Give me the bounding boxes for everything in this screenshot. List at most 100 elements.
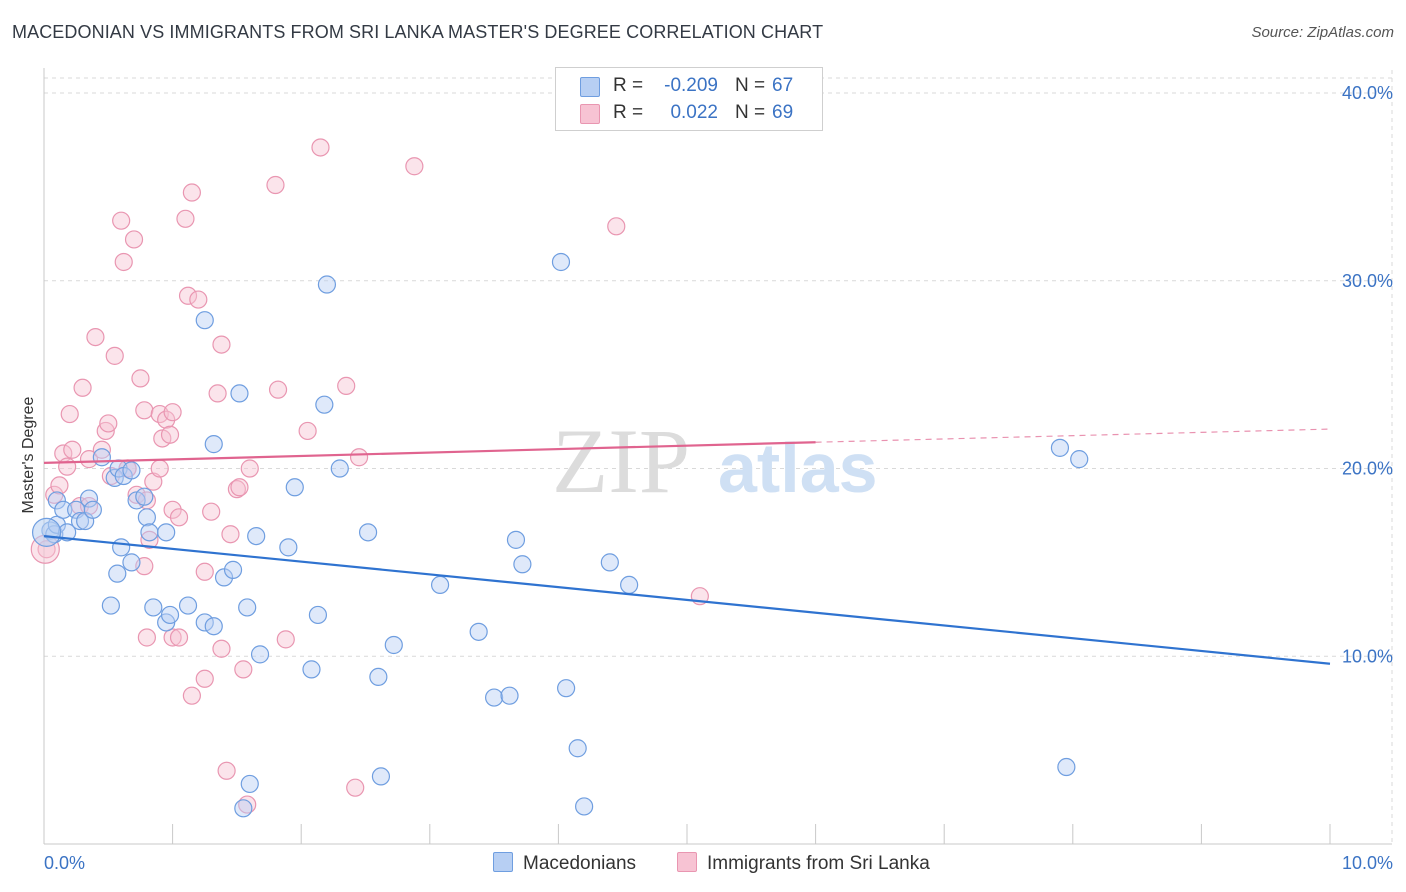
bottom-legend-swatch-blue	[493, 852, 513, 872]
point-sri-lanka	[337, 376, 356, 396]
point-sri-lanka	[131, 369, 150, 388]
legend-r-value: 0.022	[670, 102, 718, 123]
series-macedonians-points	[31, 252, 1089, 818]
point-macedonians	[557, 679, 576, 698]
point-macedonians	[317, 275, 337, 294]
bottom-legend-label: Macedonians	[523, 853, 637, 874]
point-macedonians	[157, 523, 176, 542]
point-sri-lanka	[311, 138, 330, 157]
point-sri-lanka	[195, 669, 214, 688]
point-macedonians	[279, 538, 298, 557]
point-macedonians	[160, 605, 180, 625]
point-macedonians	[384, 635, 403, 655]
point-macedonians	[1057, 757, 1076, 777]
point-macedonians	[122, 461, 141, 480]
watermark: ZIP atlas	[552, 410, 878, 512]
trend-line-macedonians	[43, 535, 1331, 665]
point-sri-lanka	[140, 530, 159, 549]
point-sri-lanka	[230, 478, 249, 497]
point-sri-lanka	[86, 327, 105, 347]
point-macedonians	[330, 459, 349, 478]
point-macedonians	[195, 613, 214, 632]
point-sri-lanka	[63, 440, 82, 459]
bottom-legend-macedonians: Macedonians	[493, 852, 636, 875]
point-macedonians	[137, 508, 156, 527]
point-macedonians	[238, 598, 257, 617]
point-macedonians	[92, 448, 111, 467]
legend-r-label: R =	[613, 75, 644, 96]
point-sri-lanka	[105, 346, 124, 365]
point-sri-lanka	[227, 480, 246, 499]
point-macedonians	[135, 487, 154, 506]
bottom-legend-swatch-pink	[677, 852, 697, 872]
point-macedonians	[568, 739, 587, 758]
watermark-zip: ZIP	[552, 410, 690, 512]
correlation-legend: R = -0.209 N = 67 R = 0.022 N = 69	[555, 67, 823, 131]
point-macedonians	[506, 530, 526, 549]
point-macedonians	[101, 596, 120, 615]
point-sri-lanka	[349, 448, 369, 467]
point-sri-lanka	[73, 378, 92, 397]
point-macedonians	[469, 622, 488, 641]
point-macedonians	[122, 553, 141, 572]
point-macedonians-cluster	[31, 517, 62, 547]
point-macedonians	[513, 555, 532, 574]
tick-labels: 10.0% 20.0% 30.0% 40.0% 0.0% 10.0%	[44, 83, 1393, 873]
point-sri-lanka	[135, 401, 154, 420]
point-sri-lanka	[212, 335, 231, 354]
point-macedonians	[250, 645, 270, 664]
point-macedonians	[234, 799, 253, 818]
point-sri-lanka	[137, 628, 156, 647]
point-macedonians	[575, 797, 594, 816]
point-sri-lanka	[112, 211, 131, 230]
point-macedonians	[1050, 438, 1070, 457]
point-sri-lanka	[99, 414, 118, 433]
y-tick-label: 20.0%	[1342, 459, 1393, 479]
point-macedonians	[315, 395, 334, 414]
y-tick-label: 10.0%	[1342, 646, 1393, 666]
point-macedonians	[500, 686, 519, 705]
point-macedonians	[358, 523, 378, 542]
point-sri-lanka	[212, 639, 231, 658]
x-tick-label: 10.0%	[1342, 853, 1393, 873]
legend-r-label: R =	[613, 102, 644, 123]
point-sri-lanka	[169, 508, 189, 527]
grid-lines	[44, 70, 1393, 844]
point-macedonians	[1070, 450, 1089, 469]
point-sri-lanka	[169, 628, 189, 647]
point-macedonians	[83, 500, 102, 519]
point-sri-lanka	[221, 525, 240, 544]
point-sri-lanka	[178, 286, 198, 305]
point-sri-lanka	[58, 457, 77, 476]
point-macedonians	[54, 500, 73, 519]
point-macedonians	[223, 560, 243, 579]
point-sri-lanka	[92, 440, 111, 459]
point-macedonians	[105, 468, 124, 487]
point-sri-lanka	[176, 209, 195, 228]
bottom-legend-label: Immigrants from Sri Lanka	[707, 853, 930, 874]
point-sri-lanka	[182, 183, 201, 202]
point-sri-lanka	[163, 403, 182, 422]
point-macedonians	[371, 767, 391, 786]
point-macedonians	[302, 660, 321, 679]
point-macedonians	[112, 538, 131, 557]
point-macedonians	[247, 526, 266, 546]
legend-swatch-blue	[580, 77, 600, 97]
point-macedonians	[430, 575, 450, 595]
point-macedonians	[204, 617, 223, 636]
point-macedonians	[285, 478, 304, 497]
point-macedonians	[108, 564, 127, 583]
y-axis-label: Master's Degree	[20, 396, 37, 513]
point-sri-lanka	[217, 761, 236, 780]
y-tick-label: 30.0%	[1342, 271, 1393, 291]
point-sri-lanka	[150, 459, 169, 478]
axes	[43, 68, 1392, 845]
point-sri-lanka	[234, 660, 253, 679]
trend-line-sri-lanka	[43, 441, 816, 464]
legend-swatch-pink	[580, 104, 600, 124]
point-sri-lanka	[346, 778, 365, 797]
point-sri-lanka	[276, 630, 295, 649]
point-sri-lanka	[114, 252, 133, 272]
y-tick-label: 40.0%	[1342, 83, 1393, 103]
